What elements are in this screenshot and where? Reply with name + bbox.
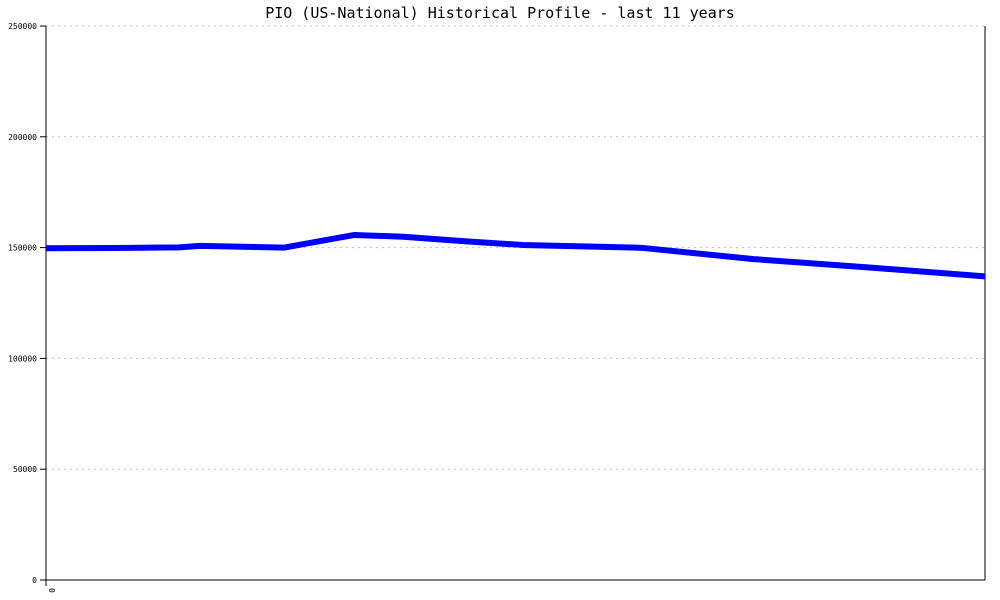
chart-title: PIO (US-National) Historical Profile - l… [265,4,735,22]
y-tick-label: 100000 [8,354,37,363]
y-tick-label: 0 [32,576,37,585]
y-tick-label: 150000 [8,244,37,253]
series-line [45,231,986,280]
y-tick-label: 200000 [8,133,37,142]
y-tick-label: 250000 [8,22,37,31]
y-tick-label: 50000 [13,465,37,474]
x-tick-label: 0 [47,588,56,593]
